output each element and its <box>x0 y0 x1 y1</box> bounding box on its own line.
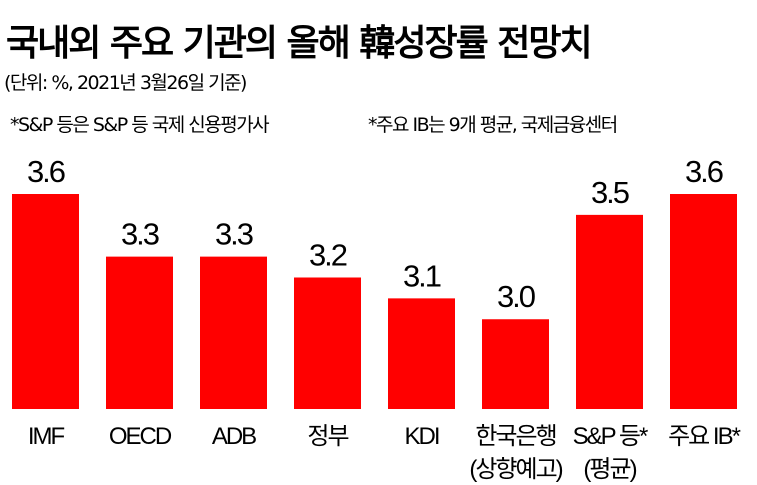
value-label: 3.6 <box>27 154 65 189</box>
category-label: (상향예고) <box>469 456 562 483</box>
bar <box>106 256 173 409</box>
category-label: ADB <box>212 423 256 450</box>
footnote-sp: *S&P 등은 S&P 등 국제 신용평가사 <box>10 114 270 136</box>
bar <box>388 298 455 409</box>
value-label: 3.3 <box>121 217 159 252</box>
chart-subtitle: (단위: %, 2021년 3월26일 기준) <box>4 72 247 94</box>
bar <box>482 319 549 409</box>
bar <box>670 194 737 409</box>
value-label: 3.6 <box>685 154 723 189</box>
value-label: 3.1 <box>403 258 441 293</box>
bar <box>12 194 79 409</box>
category-label: 정부 <box>307 423 348 450</box>
category-label: OECD <box>109 423 172 450</box>
footnote-ib: *주요 IB는 9개 평균, 국제금융센터 <box>368 114 618 136</box>
bar <box>200 256 267 409</box>
category-label: 한국은행 <box>475 423 555 450</box>
value-label: 3.5 <box>591 175 629 210</box>
value-label: 3.3 <box>215 217 253 252</box>
category-label: IMF <box>28 423 65 450</box>
category-label: S&P 등* <box>573 423 648 450</box>
category-label: (평균) <box>583 456 636 483</box>
value-label: 3.2 <box>309 237 347 272</box>
category-label: 주요 IB* <box>668 423 741 450</box>
bar <box>576 214 643 409</box>
chart-title: 국내외 주요 기관의 올해 韓성장률 전망치 <box>6 23 593 64</box>
value-label: 3.0 <box>497 279 536 314</box>
bar <box>294 277 361 409</box>
category-label: KDI <box>404 423 438 450</box>
